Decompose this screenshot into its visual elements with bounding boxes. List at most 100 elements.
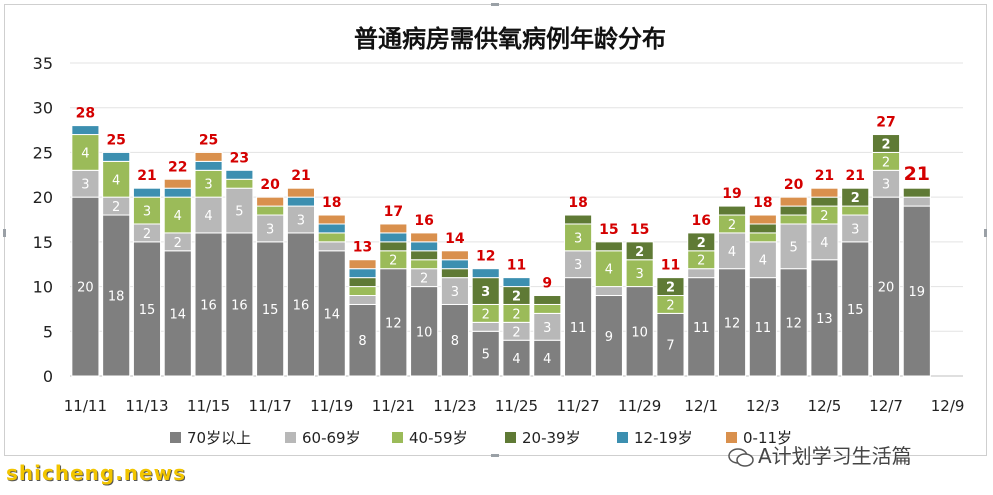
bar-total-label: 25	[106, 132, 125, 148]
bar-total-label: 20	[260, 177, 280, 193]
bar-segment	[379, 241, 408, 252]
bar-segment-label: 3	[204, 178, 212, 193]
x-tick-label: 12/1	[684, 397, 718, 415]
bar-segment-label: 4	[204, 209, 212, 224]
bar-segment-label: 7	[666, 339, 674, 354]
bars-group: 2034281824251523211424221643251652315320…	[71, 106, 931, 377]
bar-segment	[902, 196, 931, 207]
bar-segment	[533, 312, 562, 341]
x-tick-label: 11/11	[64, 397, 107, 415]
bar-segment	[440, 277, 469, 305]
bar-segment-label: 2	[820, 209, 828, 224]
bar-segment	[779, 268, 808, 377]
bar-segment	[194, 169, 223, 198]
bar-segment-label: 8	[358, 334, 366, 349]
y-tick-label: 20	[33, 188, 53, 207]
legend-label: 60-69岁	[302, 429, 361, 447]
legend-swatch	[726, 432, 737, 443]
resize-handle-right[interactable]	[984, 229, 987, 237]
bar-segment	[410, 250, 439, 261]
bar-segment	[194, 232, 223, 377]
y-axis: 0 5 10 15 20 25 30 35	[33, 54, 53, 386]
x-tick-label: 11/27	[556, 397, 599, 415]
bar-segment	[410, 241, 439, 252]
bar-segment	[348, 295, 377, 305]
bar-total-label: 11	[507, 258, 526, 274]
bar-segment	[810, 187, 839, 198]
bar-segment	[718, 232, 747, 270]
bar-total-label: 21	[815, 168, 834, 184]
bar-segment	[317, 232, 346, 243]
bar-segment-label: 11	[693, 321, 710, 336]
bar-segment	[348, 268, 377, 279]
footer-watermark: shicheng.news	[6, 461, 186, 485]
bar-segment	[286, 232, 315, 377]
bar-segment	[533, 303, 562, 314]
bar-segment-label: 15	[139, 303, 156, 318]
bar-segment-label: 4	[759, 254, 767, 269]
bar-segment-label: 18	[108, 290, 125, 305]
bar-segment	[841, 187, 870, 207]
bar-segment	[502, 339, 531, 377]
bar-segment	[533, 295, 562, 305]
bar-total-label: 16	[414, 213, 433, 229]
bar-segment-label: 19	[909, 285, 926, 300]
bar-segment	[163, 250, 192, 377]
bar-segment-label: 2	[112, 200, 120, 215]
bar-segment-label: 3	[143, 205, 151, 220]
bar-total-label: 15	[599, 222, 618, 238]
legend-label: 12-19岁	[634, 429, 693, 447]
y-tick-label: 25	[33, 143, 53, 162]
legend-swatch	[505, 432, 516, 443]
bar-segment-label: 2	[512, 290, 521, 305]
bar-segment	[71, 125, 100, 136]
bar-segment	[102, 214, 131, 377]
bar-total-label: 23	[230, 150, 249, 166]
bar-segment	[564, 223, 593, 252]
y-tick-label: 15	[33, 233, 53, 252]
bar-segment-label: 2	[666, 298, 674, 313]
bar-segment	[871, 169, 901, 198]
bar-segment	[102, 151, 131, 162]
bar-segment	[564, 277, 593, 377]
bar-segment-label: 4	[543, 352, 551, 367]
bar-segment	[256, 214, 285, 243]
bar-segment	[779, 214, 808, 225]
bar-segment-label: 16	[200, 298, 217, 313]
bar-segment-label: 11	[570, 321, 587, 336]
bar-segment-label: 5	[235, 205, 243, 220]
bar-segment-label: 5	[789, 240, 797, 255]
resize-handle-left[interactable]	[3, 229, 6, 237]
bar-segment	[71, 134, 100, 171]
bar-segment	[810, 259, 839, 377]
bar-segment-label: 2	[482, 307, 490, 322]
legend-swatch	[617, 432, 628, 443]
bar-segment	[163, 178, 192, 189]
x-tick-label: 11/19	[310, 397, 353, 415]
resize-handle-bottom[interactable]	[491, 454, 499, 457]
bar-segment-label: 12	[785, 316, 802, 331]
bar-segment-label: 3	[451, 285, 459, 300]
bar-segment-label: 4	[81, 146, 89, 161]
bar-segment-label: 2	[697, 236, 706, 251]
bar-segment-label: 4	[728, 245, 736, 260]
y-tick-label: 35	[33, 54, 53, 73]
bar-total-label: 20	[784, 177, 804, 193]
bar-segment	[594, 241, 623, 252]
legend-label: 0-11岁	[743, 429, 792, 447]
bar-segment	[440, 259, 469, 270]
bar-total-label: 16	[692, 213, 711, 229]
resize-handle-top[interactable]	[491, 3, 499, 6]
legend-swatch	[392, 432, 403, 443]
bar-total-label: 21	[291, 168, 310, 184]
bar-segment	[594, 286, 623, 297]
bar-segment	[256, 205, 285, 216]
bar-segment	[502, 277, 531, 288]
bar-segment	[348, 277, 377, 288]
bar-total-label: 28	[76, 106, 95, 122]
bar-segment	[841, 241, 870, 377]
bar-segment-label: 10	[416, 325, 433, 340]
bar-total-label: 18	[322, 195, 341, 211]
bar-segment	[533, 339, 562, 377]
bar-segment	[317, 241, 346, 252]
